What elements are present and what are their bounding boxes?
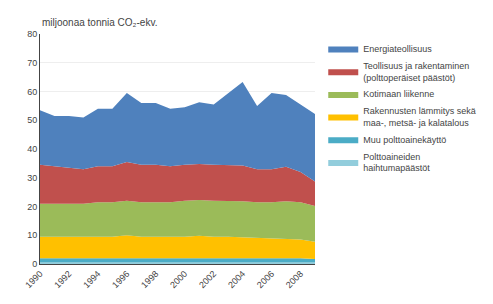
svg-text:1990: 1990 (23, 269, 44, 290)
svg-text:70: 70 (27, 58, 37, 68)
svg-text:Kotimaan liikenne: Kotimaan liikenne (363, 89, 434, 99)
svg-text:Polttoaineidenhaihtumapäästöt: Polttoaineidenhaihtumapäästöt (363, 152, 430, 174)
svg-text:2002: 2002 (197, 269, 218, 290)
svg-text:40: 40 (27, 144, 37, 154)
svg-text:60: 60 (27, 87, 37, 97)
svg-text:50: 50 (27, 115, 37, 125)
svg-text:10: 10 (27, 230, 37, 240)
svg-text:Energiateollisuus: Energiateollisuus (363, 44, 432, 54)
svg-text:1994: 1994 (81, 269, 102, 290)
svg-text:0: 0 (32, 259, 37, 269)
svg-text:2006: 2006 (255, 269, 276, 290)
svg-text:Rakennusten lämmitys sekämaa-,: Rakennusten lämmitys sekämaa-, metsä- ja… (363, 106, 476, 128)
svg-text:80: 80 (27, 29, 37, 39)
svg-text:1992: 1992 (52, 269, 73, 290)
svg-text:30: 30 (27, 173, 37, 183)
svg-text:Teollisuus ja rakentaminen(pol: Teollisuus ja rakentaminen(polttoperäise… (363, 61, 469, 83)
svg-text:1998: 1998 (139, 269, 160, 290)
svg-text:2000: 2000 (168, 269, 189, 290)
svg-text:Muu polttoainekäyttö: Muu polttoainekäyttö (363, 135, 446, 145)
svg-text:2004: 2004 (226, 269, 247, 290)
svg-text:20: 20 (27, 202, 37, 212)
svg-text:2008: 2008 (284, 269, 305, 290)
svg-text:miljoonaa tonnia CO₂-ekv.: miljoonaa tonnia CO₂-ekv. (42, 17, 157, 28)
svg-text:1996: 1996 (110, 269, 131, 290)
